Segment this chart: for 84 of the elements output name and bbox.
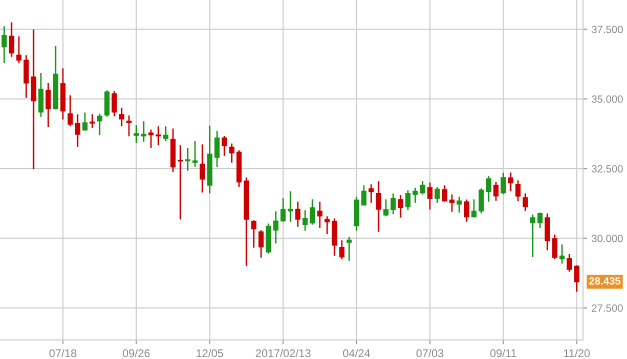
candlestick	[192, 140, 198, 168]
candlestick	[500, 172, 506, 195]
candlestick	[522, 192, 528, 212]
candlestick	[544, 212, 550, 251]
candlestick	[310, 198, 316, 226]
y-tick-label: 35.000	[592, 95, 623, 103]
candlestick	[74, 114, 80, 148]
candlestick	[449, 194, 455, 212]
candlestick	[214, 130, 220, 168]
candlestick	[508, 172, 514, 192]
candlestick	[96, 113, 102, 136]
candlestick	[2, 26, 7, 64]
candlestick	[390, 192, 396, 215]
candlestick	[141, 120, 146, 143]
x-tick-label: 07/03	[416, 349, 444, 358]
candlestick	[30, 28, 36, 170]
candlestick	[405, 190, 411, 211]
candlestick	[442, 184, 448, 202]
x-tick-label: 07/18	[49, 349, 76, 358]
candlestick	[46, 82, 51, 128]
candlestick	[288, 190, 294, 223]
candlestick	[126, 114, 132, 137]
candlestick	[574, 264, 580, 292]
candlestick	[456, 196, 462, 214]
candlestick	[119, 107, 124, 127]
y-tick-label: 37.500	[592, 26, 623, 34]
candlestick	[273, 210, 278, 244]
candlestick	[163, 126, 168, 142]
candlestick	[332, 218, 338, 257]
candlestick	[324, 216, 330, 235]
x-tick-label: 09/11	[490, 349, 516, 358]
annotation: 28.435	[589, 277, 620, 285]
candlestick	[537, 212, 543, 229]
candlestick	[8, 22, 14, 58]
candlestick	[346, 236, 352, 262]
candlestick	[104, 90, 110, 118]
candlestick	[552, 234, 558, 260]
y-tick-label: 27.500	[592, 304, 623, 312]
candlestick	[464, 198, 470, 223]
candlestick	[156, 126, 161, 146]
candlestick	[112, 90, 117, 117]
candlestick	[295, 201, 300, 228]
candlestick	[361, 184, 366, 206]
candlestick	[302, 209, 308, 232]
x-tick-label: 09/26	[122, 349, 150, 358]
candlestick	[471, 198, 477, 218]
x-tick-label: 04/24	[343, 349, 370, 358]
x-tick-label: 12/05	[196, 349, 224, 358]
candlestick	[420, 180, 426, 196]
candlestick	[339, 240, 344, 260]
candlestick	[68, 94, 73, 127]
candlestick	[478, 188, 484, 214]
candlestick	[222, 135, 228, 156]
candlestick	[24, 54, 29, 99]
candlestick	[486, 175, 492, 202]
candlestick	[82, 112, 88, 132]
candlestick	[515, 180, 521, 202]
candlestick	[38, 72, 44, 118]
candlestick	[493, 181, 499, 202]
candlestick	[376, 180, 382, 233]
candlestick	[412, 187, 418, 204]
candlestick	[398, 194, 404, 218]
candlestick	[383, 198, 388, 217]
candlestick	[368, 184, 374, 204]
candlestick	[317, 201, 322, 229]
candlestick	[434, 186, 440, 204]
candlestick	[148, 128, 154, 149]
candlestick	[200, 144, 205, 194]
x-tick-label: 2017/02/13	[256, 349, 310, 358]
y-tick-label: 30.000	[592, 234, 623, 242]
y-tick-label: 32.500	[592, 165, 623, 172]
candlestick	[178, 144, 183, 220]
candlestick	[134, 124, 139, 144]
candlestick	[566, 253, 572, 272]
candlestick	[258, 229, 264, 258]
candlestick	[427, 182, 433, 210]
candlestick	[559, 244, 565, 264]
candlestick	[90, 114, 95, 129]
candlestick	[280, 197, 286, 223]
candlestick	[16, 36, 22, 64]
candlestick	[251, 219, 256, 248]
candlestick	[229, 142, 234, 164]
candlestick	[530, 214, 536, 258]
x-tick-label: 11/20	[564, 349, 590, 358]
